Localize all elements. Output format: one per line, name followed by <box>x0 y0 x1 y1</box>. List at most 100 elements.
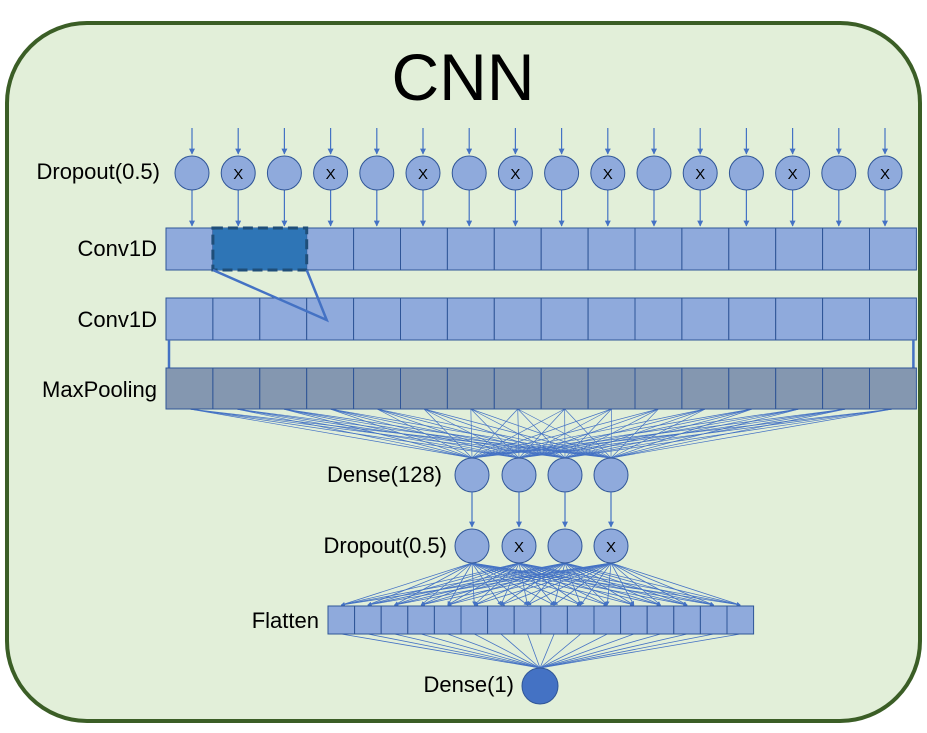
maxpool-cell <box>354 368 401 409</box>
conv1d-cell <box>823 298 870 340</box>
label-maxpooling: MaxPooling <box>42 377 157 402</box>
conv1d-cell <box>307 298 354 340</box>
conv1d-cell <box>166 298 213 340</box>
dropped-mark: X <box>418 166 428 183</box>
maxpool-cell <box>588 368 635 409</box>
label-conv1d-2: Conv1D <box>78 307 157 332</box>
input-neuron <box>729 156 763 190</box>
conv1d-cell <box>494 298 541 340</box>
dense-dropout-neuron <box>548 529 582 563</box>
dense-dropout-neuron <box>455 529 489 563</box>
dropped-mark: X <box>326 166 336 183</box>
dropped-mark: X <box>603 166 613 183</box>
conv1d-cell <box>401 298 448 340</box>
conv1d-cell <box>541 298 588 340</box>
conv1d-cell <box>494 228 541 270</box>
conv1d-layer-1 <box>166 228 916 270</box>
label-flatten: Flatten <box>252 608 319 633</box>
conv1d-cell <box>260 298 307 340</box>
conv1d-cell <box>776 228 823 270</box>
maxpool-cell <box>166 368 213 409</box>
dropped-mark: X <box>510 166 520 183</box>
conv1d-cell <box>166 228 213 270</box>
flatten-cell <box>514 606 541 634</box>
maxpool-cell <box>541 368 588 409</box>
conv1d-cell <box>729 228 776 270</box>
maxpool-cell <box>307 368 354 409</box>
dense-128-neuron <box>548 458 582 492</box>
flatten-cell <box>488 606 515 634</box>
dense-128-neuron <box>455 458 489 492</box>
diagram-title: CNN <box>392 40 535 114</box>
maxpool-cell <box>635 368 682 409</box>
conv1d-cell <box>635 298 682 340</box>
conv1d-cell <box>354 298 401 340</box>
dropped-mark: X <box>788 166 798 183</box>
maxpool-cell <box>682 368 729 409</box>
flatten-cell <box>541 606 568 634</box>
dropped-mark: X <box>514 539 524 556</box>
kernel-window <box>213 228 307 270</box>
conv1d-cell <box>447 228 494 270</box>
maxpool-cell <box>494 368 541 409</box>
conv1d-cell <box>307 228 354 270</box>
maxpool-cell <box>729 368 776 409</box>
flatten-cell <box>594 606 621 634</box>
flatten-cell <box>461 606 488 634</box>
flatten-cell <box>700 606 727 634</box>
input-neuron <box>360 156 394 190</box>
flatten-cell <box>621 606 648 634</box>
output-layer <box>522 668 558 704</box>
dense-128-neuron <box>502 458 536 492</box>
conv1d-cell <box>354 228 401 270</box>
maxpool-cell <box>260 368 307 409</box>
label-dense-128: Dense(128) <box>327 462 442 487</box>
maxpool-cell <box>776 368 823 409</box>
conv1d-cell <box>870 228 917 270</box>
conv1d-cell <box>682 228 729 270</box>
flatten-cell <box>381 606 408 634</box>
conv1d-cell <box>870 298 917 340</box>
maxpool-cell <box>823 368 870 409</box>
label-dense-1: Dense(1) <box>424 672 514 697</box>
input-neuron <box>637 156 671 190</box>
conv1d-cell <box>729 298 776 340</box>
dropped-mark: X <box>606 539 616 556</box>
conv1d-cell <box>776 298 823 340</box>
maxpool-cell <box>870 368 917 409</box>
output-neuron <box>522 668 558 704</box>
flatten-cell <box>674 606 701 634</box>
input-neuron <box>545 156 579 190</box>
maxpool-cell <box>447 368 494 409</box>
maxpool-cell <box>401 368 448 409</box>
input-neuron <box>452 156 486 190</box>
label-input-dropout: Dropout(0.5) <box>36 159 160 184</box>
input-neuron <box>175 156 209 190</box>
flatten-cell <box>567 606 594 634</box>
conv1d-cell <box>541 228 588 270</box>
flatten-cell <box>434 606 461 634</box>
conv1d-cell <box>823 228 870 270</box>
input-neuron <box>267 156 301 190</box>
label-dense-dropout: Dropout(0.5) <box>323 533 447 558</box>
conv1d-cell <box>213 298 260 340</box>
flatten-layer <box>328 606 754 634</box>
maxpooling-layer <box>166 368 916 409</box>
dense-128-neuron <box>594 458 628 492</box>
flatten-cell <box>328 606 355 634</box>
maxpool-cell <box>213 368 260 409</box>
conv1d-cell <box>635 228 682 270</box>
conv1d-cell <box>447 298 494 340</box>
label-conv1d-1: Conv1D <box>78 236 157 261</box>
conv1d-cell <box>401 228 448 270</box>
dropped-mark: X <box>880 166 890 183</box>
conv1d-cell <box>588 298 635 340</box>
flatten-cell <box>355 606 382 634</box>
dropped-mark: X <box>695 166 705 183</box>
flatten-cell <box>408 606 435 634</box>
flatten-cell <box>647 606 674 634</box>
input-neuron <box>822 156 856 190</box>
dropped-mark: X <box>233 166 243 183</box>
